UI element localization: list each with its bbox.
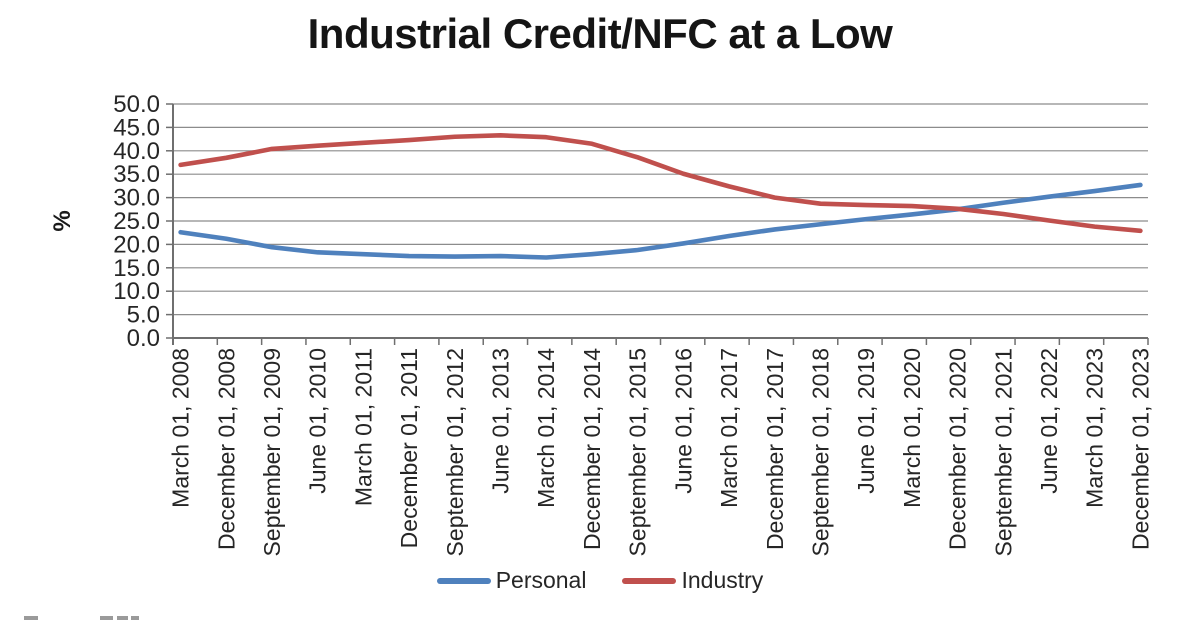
x-axis-tick-label: December 01, 2023: [1127, 348, 1153, 550]
clipped-source-text: [0, 616, 300, 620]
x-axis-tick-label: March 01, 2023: [1082, 348, 1108, 508]
x-axis-tick-label: September 01, 2015: [625, 348, 651, 556]
x-axis-tick-label: March 01, 2014: [533, 348, 559, 508]
y-axis-tick-label: 15.0: [113, 255, 160, 282]
x-axis-tick-label: December 01, 2017: [762, 348, 788, 550]
x-axis-tick-label: September 01, 2018: [807, 348, 833, 556]
y-axis-title: %: [49, 210, 76, 231]
legend: Personal Industry: [0, 567, 1200, 594]
x-axis-tick-label: June 01, 2016: [670, 348, 696, 494]
legend-swatch-industry-icon: [622, 577, 677, 584]
y-axis-tick-label: 40.0: [113, 138, 160, 165]
y-axis-tick-label: 50.0: [113, 91, 160, 118]
y-axis-tick-label: 5.0: [127, 302, 160, 329]
x-axis-tick-label: September 01, 2012: [442, 348, 468, 556]
x-axis-tick-label: March 01, 2017: [716, 348, 742, 508]
legend-swatch-personal-icon: [436, 577, 491, 584]
legend-item-industry: Industry: [622, 567, 763, 594]
y-axis-tick-label: 20.0: [113, 231, 160, 258]
x-axis-tick-label: June 01, 2019: [853, 348, 879, 494]
x-axis-tick-label: March 01, 2008: [168, 348, 194, 508]
x-axis-tick-label: December 01, 2011: [396, 348, 422, 548]
x-axis-tick-label: March 01, 2011: [350, 348, 376, 506]
y-axis-tick-label: 35.0: [113, 161, 160, 188]
x-axis-tick-label: December 01, 2014: [579, 348, 605, 550]
y-axis-tick-label: 25.0: [113, 208, 160, 235]
legend-label-industry: Industry: [681, 567, 764, 593]
y-axis-tick-label: 30.0: [113, 185, 160, 212]
x-axis-tick-label: September 01, 2009: [259, 348, 285, 556]
y-axis-tick-label: 0.0: [127, 325, 160, 352]
x-axis-tick-label: December 01, 2008: [213, 348, 239, 550]
series-industry-line: [178, 133, 1143, 234]
chart-title: Industrial Credit/NFC at a Low: [307, 10, 893, 57]
x-axis-tick-label: December 01, 2020: [945, 348, 971, 550]
y-axis-tick-label: 45.0: [113, 114, 160, 141]
x-axis-tick-label: March 01, 2020: [899, 348, 925, 508]
x-axis-tick-label: September 01, 2021: [990, 348, 1016, 556]
series-personal-line: [178, 182, 1143, 260]
legend-label-personal: Personal: [495, 567, 587, 593]
x-axis-tick-label: June 01, 2022: [1036, 348, 1062, 494]
x-axis-tick-label: June 01, 2010: [305, 348, 331, 494]
x-axis-tick-label: June 01, 2013: [488, 348, 514, 494]
y-axis-tick-label: 10.0: [113, 278, 160, 305]
legend-item-personal: Personal: [436, 567, 587, 594]
